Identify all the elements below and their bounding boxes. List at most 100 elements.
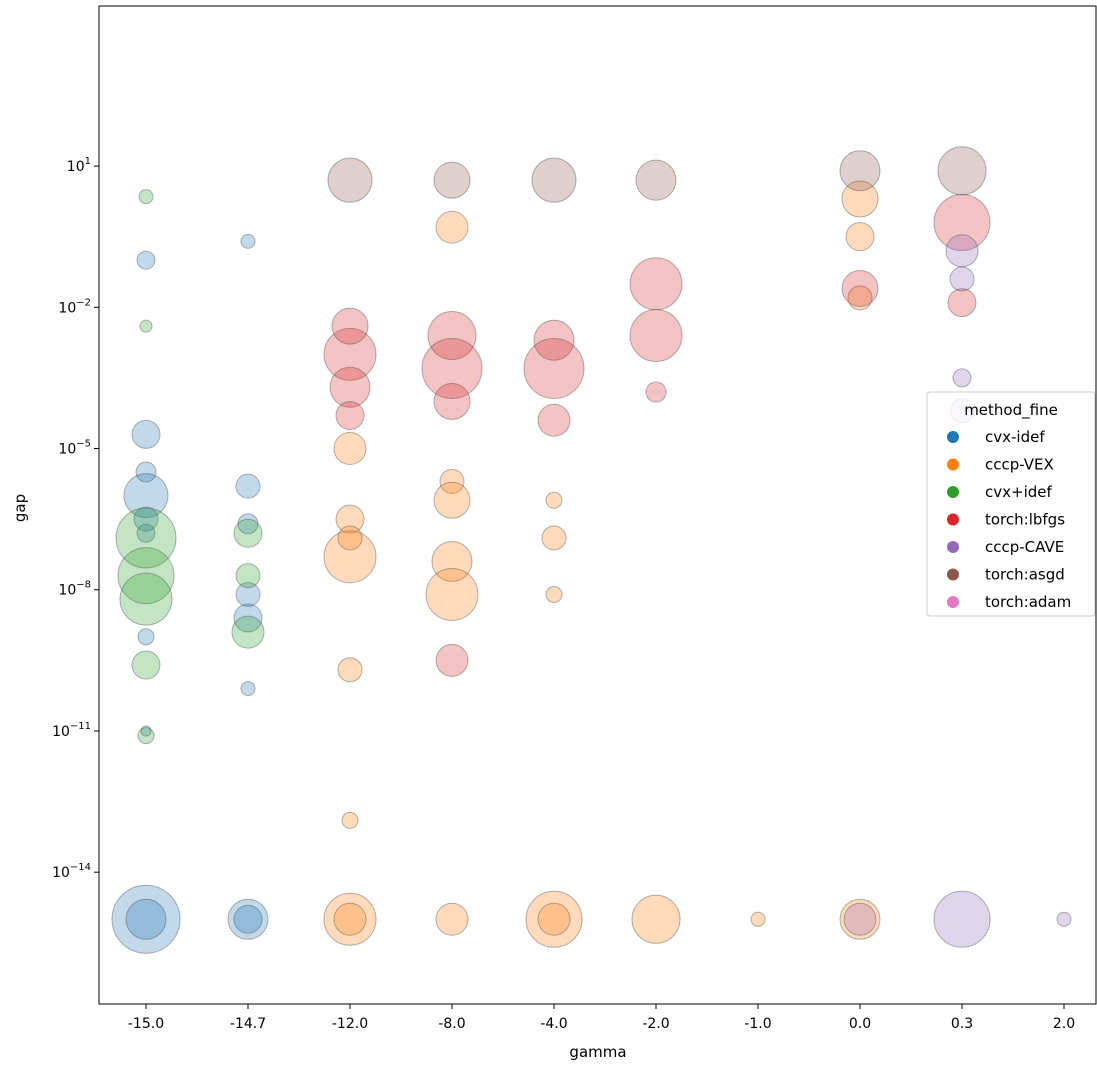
data-point	[839, 898, 881, 940]
data-point	[525, 890, 583, 948]
data-point	[433, 481, 471, 519]
data-point	[933, 890, 991, 948]
data-point	[435, 902, 469, 936]
data-point	[945, 234, 979, 268]
y-axis: 101 10−2 10−5 10−8 10−11 10−14	[52, 156, 99, 881]
x-tick-label: -4.0	[540, 1016, 567, 1032]
x-tick-label: -15.0	[128, 1016, 164, 1032]
data-point	[341, 811, 359, 829]
x-tick-label: -8.0	[438, 1016, 465, 1032]
data-point	[235, 473, 261, 499]
data-point	[337, 657, 363, 683]
data-point	[329, 366, 371, 408]
data-point	[136, 523, 156, 543]
data-point	[949, 266, 975, 292]
data-point	[839, 150, 881, 192]
data-point	[335, 504, 365, 534]
data-point	[750, 911, 766, 927]
data-point	[133, 506, 159, 532]
data-point	[541, 525, 567, 551]
data-point	[421, 337, 483, 399]
points-layer	[111, 146, 1072, 954]
data-point	[545, 585, 563, 603]
y-tick-label: 101	[67, 156, 91, 175]
data-point	[937, 146, 987, 196]
data-point	[439, 468, 465, 494]
x-tick-label: -12.0	[332, 1016, 368, 1032]
data-point	[841, 269, 879, 307]
data-point	[545, 491, 563, 509]
data-point	[123, 473, 169, 519]
data-point	[140, 725, 152, 737]
data-point	[111, 884, 181, 954]
legend-marker	[947, 568, 959, 581]
data-point	[139, 319, 153, 333]
data-point	[425, 567, 479, 621]
data-point	[1056, 911, 1072, 927]
data-point	[435, 210, 469, 244]
data-point	[843, 902, 877, 936]
data-point	[136, 250, 156, 270]
data-point	[125, 898, 167, 940]
x-tick-label: 2.0	[1053, 1016, 1075, 1032]
y-tick-label: 10−14	[52, 862, 91, 881]
data-point	[337, 525, 363, 551]
data-point	[631, 894, 681, 944]
legend-entries: cvx-idef cccp-VEX cvx+idef torch:lbfgs cccp-…	[947, 428, 1071, 611]
data-point	[240, 233, 256, 249]
data-point	[629, 257, 683, 311]
x-axis: -15.0 -14.7 -12.0 -8.0 -4.0 -2.0 -1.0 0.0 0.3 2.0	[128, 1004, 1075, 1032]
data-point	[138, 189, 154, 205]
x-tick-label: -2.0	[642, 1016, 669, 1032]
data-point	[327, 157, 373, 203]
data-point	[435, 643, 469, 677]
data-point	[323, 530, 377, 584]
x-tick-label: -14.7	[230, 1016, 266, 1032]
data-point	[240, 681, 256, 697]
legend-label: cvx+idef	[985, 483, 1052, 501]
data-point	[137, 727, 155, 745]
data-point	[952, 368, 972, 388]
data-point	[841, 180, 879, 218]
data-point	[933, 194, 991, 252]
legend-title: method_fine	[964, 401, 1058, 420]
x-tick-label: -1.0	[744, 1016, 771, 1032]
data-point	[117, 547, 175, 605]
data-point	[635, 159, 677, 201]
data-point	[323, 327, 377, 381]
data-point	[233, 518, 263, 548]
legend-marker	[947, 541, 959, 553]
data-point	[135, 461, 157, 483]
data-point	[235, 563, 261, 589]
legend-marker	[947, 431, 959, 443]
data-point	[137, 628, 155, 646]
data-point	[231, 615, 265, 649]
data-point	[537, 902, 571, 936]
data-point	[119, 572, 173, 626]
x-axis-label: gamma	[569, 1043, 626, 1061]
data-point	[645, 381, 667, 403]
axes-frame	[98, 5, 1097, 1005]
data-point	[523, 337, 585, 399]
data-point	[847, 285, 873, 311]
y-tick-label: 10−2	[58, 297, 91, 316]
data-point	[131, 650, 161, 680]
y-tick-label: 10−8	[58, 580, 91, 599]
x-tick-label: 0.3	[951, 1016, 973, 1032]
legend-label: cccp-VEX	[985, 456, 1054, 474]
data-point	[431, 540, 473, 582]
legend-marker	[947, 486, 959, 498]
data-point	[115, 507, 177, 569]
data-point	[227, 898, 269, 940]
legend-label: torch:asgd	[985, 566, 1065, 584]
legend: method_fine cvx-idef cccp-VEX cvx+idef torc…	[926, 391, 1096, 617]
data-point	[433, 382, 471, 420]
y-tick-label: 10−11	[52, 721, 91, 740]
data-point	[335, 401, 365, 431]
data-point	[533, 319, 575, 361]
legend-marker	[947, 596, 959, 608]
data-point	[629, 309, 683, 363]
x-tick-label: 0.0	[849, 1016, 871, 1032]
